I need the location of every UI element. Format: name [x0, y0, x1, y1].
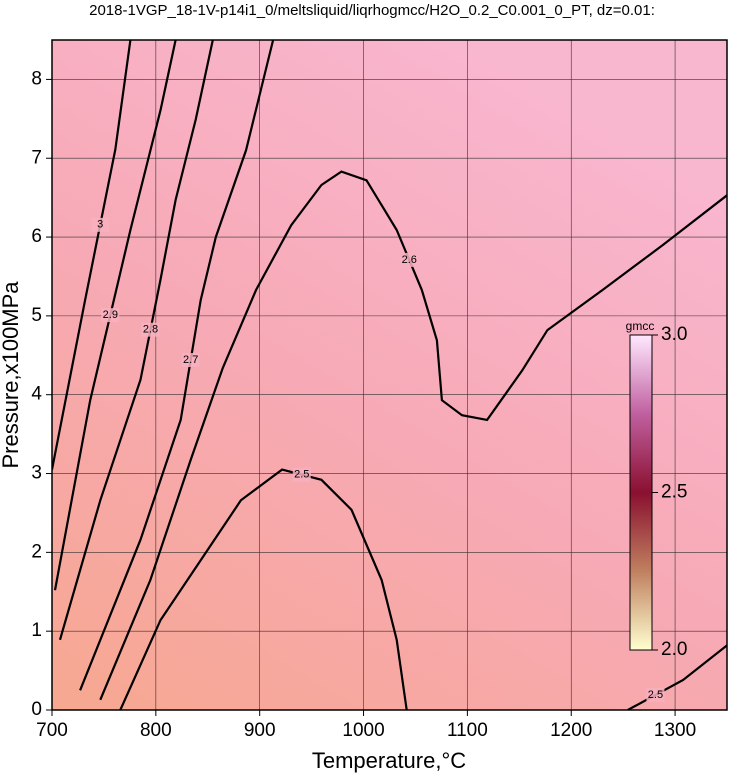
y-tick-label: 5 — [31, 305, 42, 326]
x-tick-label: 900 — [244, 720, 276, 741]
contour-line — [627, 644, 727, 710]
contour-label: 3 — [97, 219, 103, 231]
x-tick-label: 700 — [36, 720, 68, 741]
x-tick-label: 1300 — [654, 720, 696, 741]
contour-label-bg — [400, 252, 419, 267]
contour-label: 2.9 — [103, 309, 118, 321]
y-tick-label: 1 — [31, 620, 42, 641]
contour-label: 2.5 — [648, 689, 663, 701]
y-tick-label: 6 — [31, 226, 42, 247]
y-tick-label: 3 — [31, 463, 42, 484]
plot-area: 2.5 2.5 2.6 2.7 2.8 2.9 3 — [52, 40, 727, 710]
contour-line — [79, 40, 275, 691]
contour-label: 2.6 — [402, 254, 417, 266]
colorbar-label: gmcc — [626, 319, 655, 333]
y-axis-label: Pressure,x100MPa — [0, 281, 23, 469]
x-tick-label: 1000 — [342, 720, 384, 741]
contour-line — [53, 40, 177, 591]
colorbar-tick-label: 2.0 — [661, 639, 687, 660]
y-tick-label: 0 — [31, 699, 42, 720]
contour-label: 2.8 — [143, 324, 158, 336]
contour-label-bg — [101, 308, 120, 323]
x-tick-label: 1200 — [550, 720, 592, 741]
contour-label-bg — [91, 217, 110, 232]
contour-label-bg — [181, 353, 200, 368]
x-tick-label: 800 — [140, 720, 172, 741]
x-tick-label: 1100 — [447, 720, 488, 741]
y-tick-label: 7 — [31, 147, 42, 168]
plot-background — [52, 40, 727, 710]
contour-line — [58, 40, 214, 641]
contour-label-bg — [141, 322, 160, 337]
contour-label-bg — [646, 688, 665, 703]
contour-label: 2.7 — [183, 354, 198, 366]
chart-title: 2018-1VGP_18-1V-p14i1_0/meltsliquid/liqr… — [89, 2, 655, 19]
y-tick-label: 2 — [31, 541, 42, 562]
y-tick-label: 4 — [31, 384, 42, 405]
colorbar-tick-label: 2.5 — [661, 482, 687, 503]
contour-label-bg — [292, 467, 311, 482]
y-tick-label: 8 — [31, 68, 42, 89]
colorbar — [629, 334, 653, 651]
x-axis-label: Temperature,°C — [312, 748, 466, 773]
colorbar-tick-label: 3.0 — [661, 324, 687, 345]
plot-frame — [51, 39, 728, 711]
contour-label: 2.5 — [294, 469, 309, 481]
